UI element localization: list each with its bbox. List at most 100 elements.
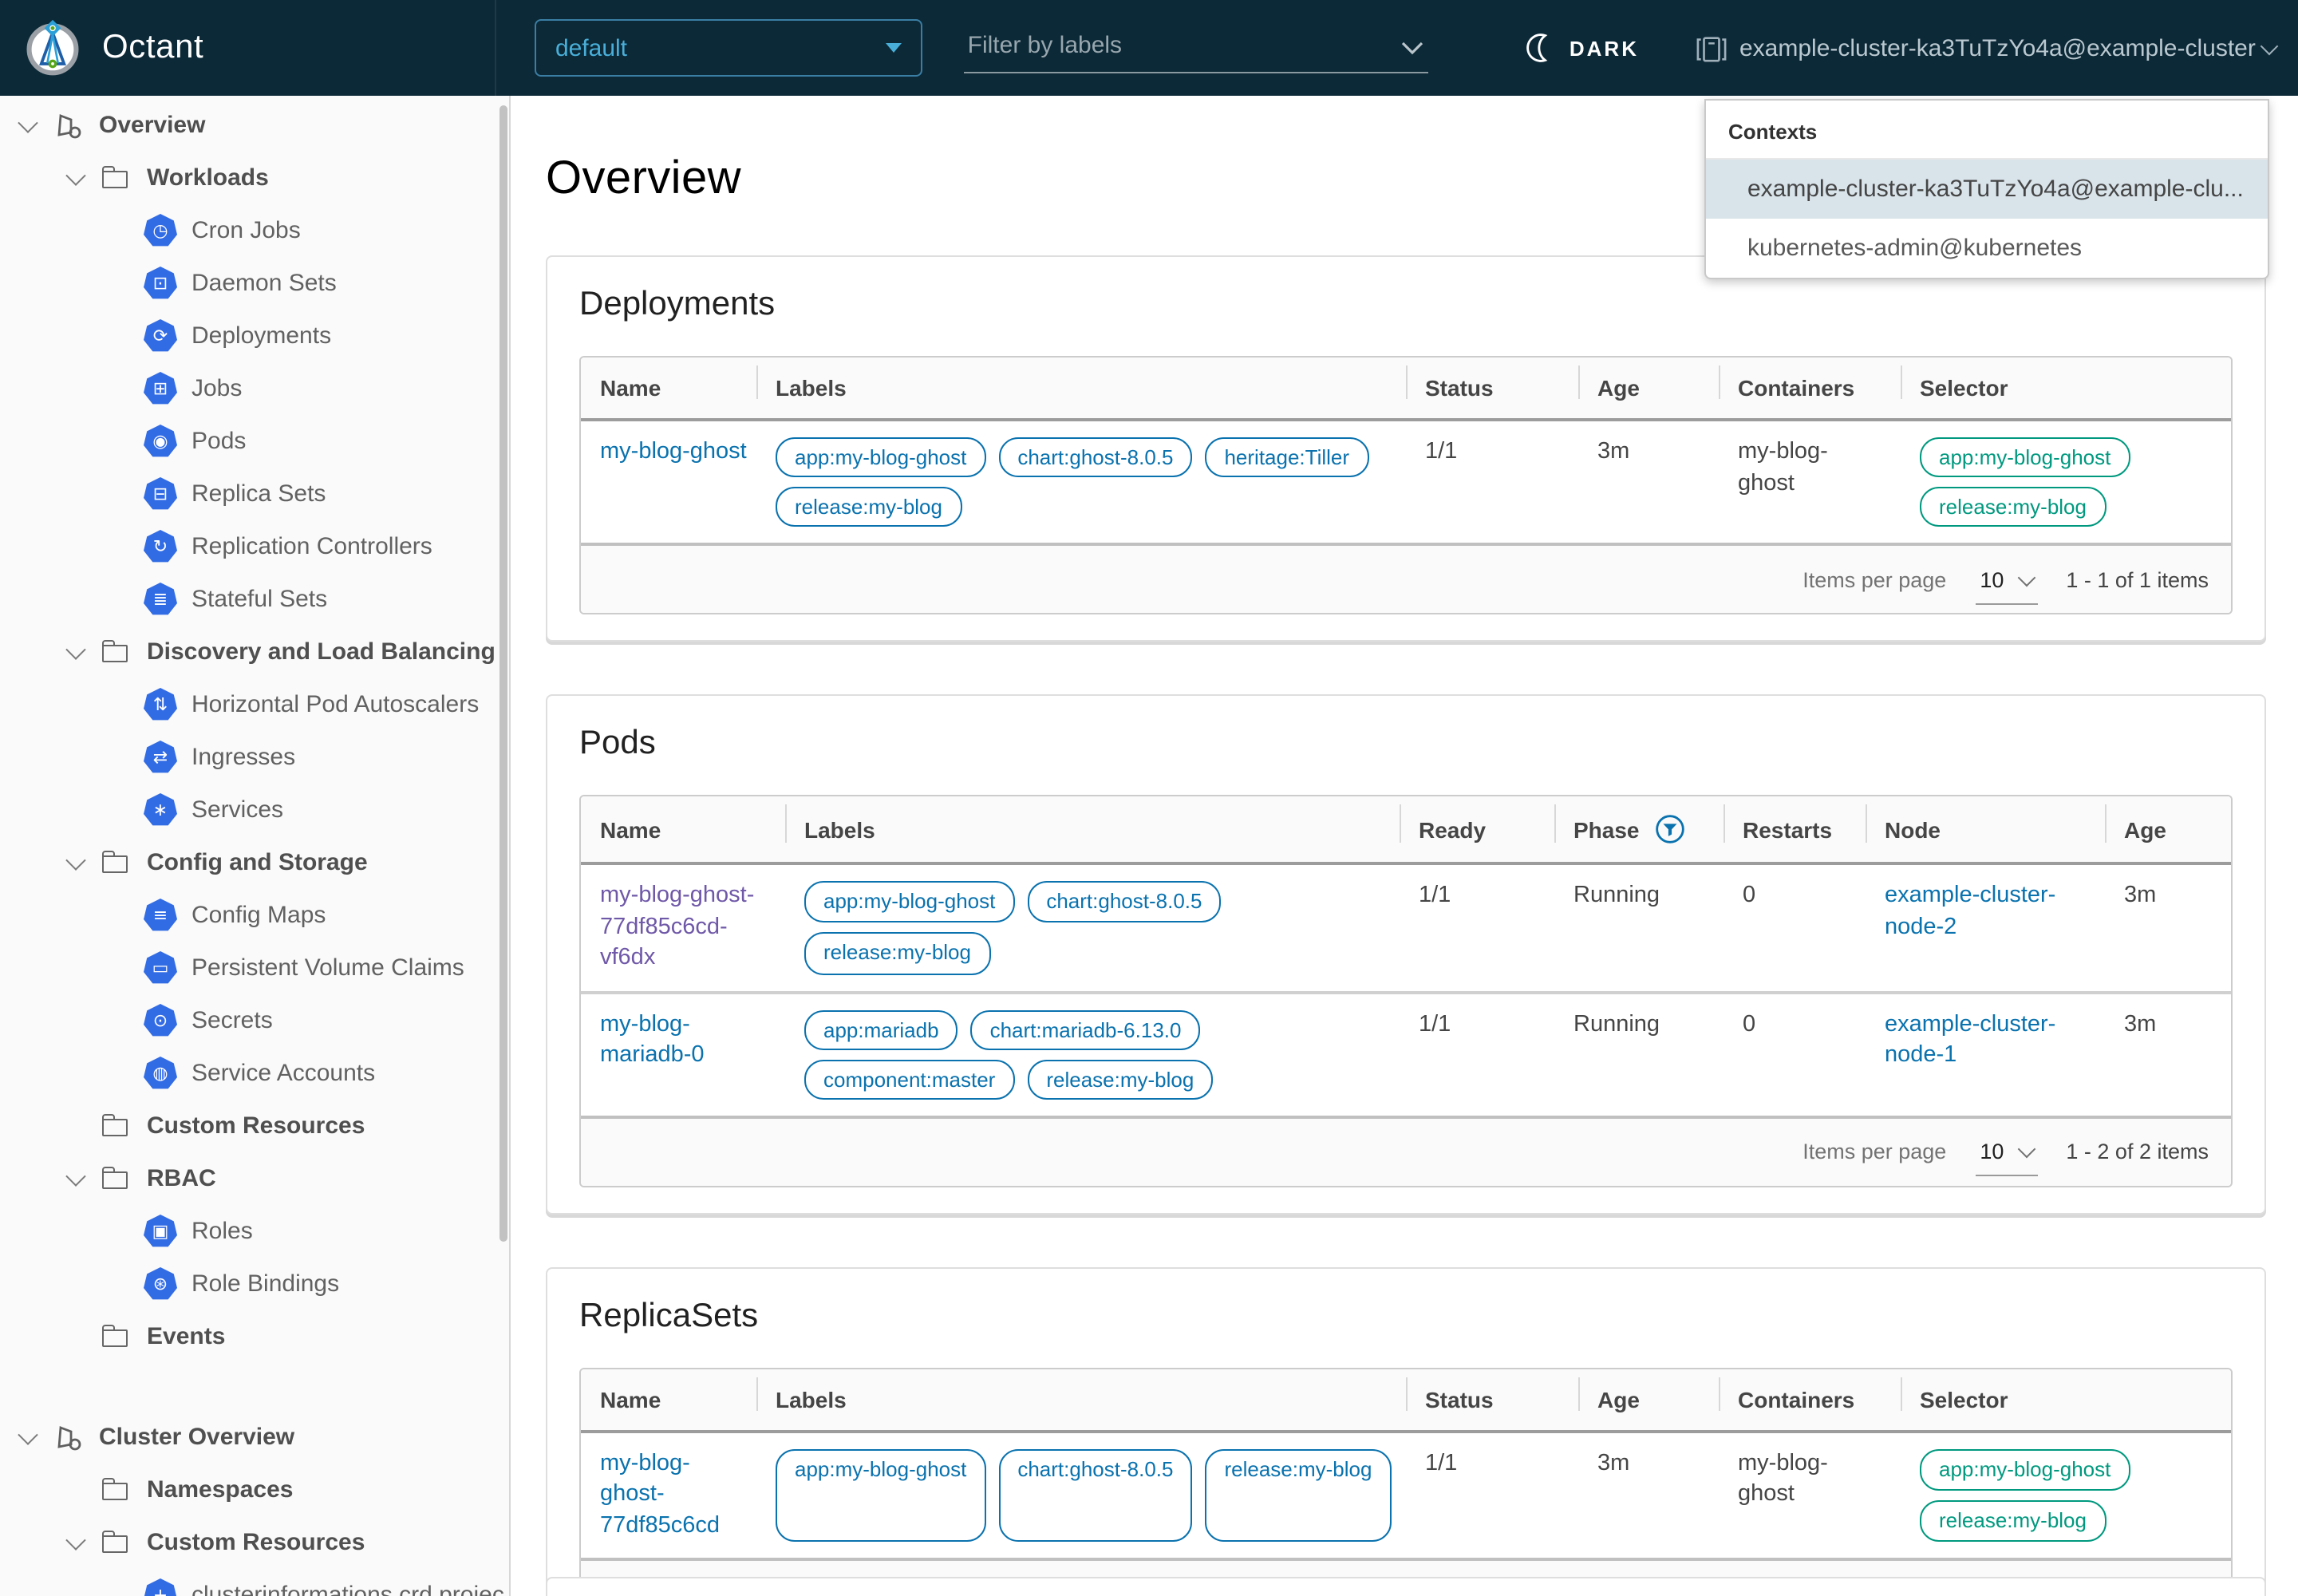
context-menu-item[interactable]: kubernetes-admin@kubernetes (1747, 235, 2083, 262)
chevron-down-icon[interactable] (16, 113, 38, 133)
node-link[interactable]: example-cluster-node-1 (1885, 1011, 2056, 1069)
cluster-overview-icon (54, 1423, 83, 1452)
column-header[interactable]: Restarts (1724, 796, 1866, 862)
sidebar-item-clusterinformations[interactable]: + clusterinformations.crd.projec (0, 1569, 509, 1596)
chevron-down-icon[interactable] (64, 1166, 86, 1187)
chevron-down-icon[interactable] (64, 850, 86, 871)
sidebar-item-secrets[interactable]: ⊙ Secrets (0, 994, 509, 1047)
namespace-select[interactable]: default (534, 19, 923, 77)
column-header[interactable]: Node (1866, 796, 2105, 862)
page-size-select[interactable]: 10 (1975, 1140, 2038, 1177)
sidebar-item-cron-jobs[interactable]: ◷ Cron Jobs (0, 204, 509, 257)
column-header[interactable]: Labels (756, 358, 1406, 418)
age-value: 3m (2124, 1011, 2157, 1037)
sidebar-item-custom-resources[interactable]: Custom Resources (0, 1100, 509, 1152)
sidebar-item-daemon-sets[interactable]: ⊡ Daemon Sets (0, 257, 509, 310)
filter-icon[interactable] (1656, 814, 1686, 844)
deployment-link[interactable]: my-blog-ghost (600, 439, 747, 464)
column-header[interactable]: Name (600, 375, 661, 401)
pod-link[interactable]: my-blog-mariadb-0 (600, 1011, 705, 1069)
column-header[interactable]: Selector (1901, 358, 2231, 418)
secrets-icon: ⊙ (144, 1004, 177, 1037)
column-header[interactable]: Age (1578, 1369, 1719, 1429)
sidebar-item-replication-controllers[interactable]: ↻ Replication Controllers (0, 520, 509, 573)
column-header[interactable]: Age (1578, 358, 1719, 418)
sidebar-item-roles[interactable]: ▣ Roles (0, 1205, 509, 1258)
sidebar-item-horizontal-pod-autoscalers[interactable]: ⇅ Horizontal Pod Autoscalers (0, 678, 509, 731)
ingresses-icon: ⇄ (144, 741, 177, 773)
page-size-select[interactable]: 10 (1975, 567, 2038, 604)
sidebar-item-label: Namespaces (147, 1476, 294, 1503)
label-pill: heritage:Tiller (1205, 437, 1369, 477)
column-header[interactable]: Ready (1400, 796, 1554, 862)
chevron-down-icon[interactable] (64, 1530, 86, 1551)
sidebar-item-persistent-volume-claims[interactable]: ▭ Persistent Volume Claims (0, 942, 509, 994)
overview-icon (54, 111, 83, 140)
column-header-label: Phase (1573, 816, 1640, 842)
sidebar-item-cluster-overview[interactable]: Cluster Overview (0, 1411, 509, 1464)
column-header[interactable]: Name (600, 1386, 661, 1412)
next-card-partial (546, 1577, 2266, 1596)
column-header[interactable]: Age (2105, 796, 2231, 862)
selector-pill: release:my-blog (1920, 1500, 2106, 1543)
sidebar-item-deployments[interactable]: ⟳ Deployments (0, 310, 509, 362)
sidebar-item-overview[interactable]: Overview (0, 99, 509, 152)
column-header[interactable]: Labels (756, 1369, 1406, 1429)
sidebar-item-cluster-custom-resources[interactable]: Custom Resources (0, 1516, 509, 1569)
folder-icon (101, 850, 128, 873)
sidebar-item-ingresses[interactable]: ⇄ Ingresses (0, 731, 509, 784)
column-header[interactable]: Containers (1719, 358, 1901, 418)
context-menu-item-selected[interactable]: example-cluster-ka3TuTzYo4a@example-clu.… (1706, 160, 2268, 219)
sidebar-item-services[interactable]: ∗ Services (0, 784, 509, 836)
replica-sets-icon: ⊟ (144, 477, 177, 510)
sidebar-item-events[interactable]: Events (0, 1310, 509, 1363)
sidebar-item-config-and-storage[interactable]: Config and Storage (0, 836, 509, 889)
column-header[interactable]: Status (1406, 1369, 1578, 1429)
chevron-down-icon[interactable] (1400, 35, 1426, 64)
column-header[interactable]: Name (600, 816, 661, 842)
role-bindings-icon: ⊛ (144, 1267, 177, 1300)
context-selector[interactable]: example-cluster-ka3TuTzYo4a@example-clus… (1696, 33, 2279, 63)
sidebar-item-replica-sets[interactable]: ⊟ Replica Sets (0, 468, 509, 520)
chevron-down-icon[interactable] (64, 639, 86, 660)
deployments-icon: ⟳ (144, 319, 177, 352)
sidebar-item-role-bindings[interactable]: ⊛ Role Bindings (0, 1258, 509, 1310)
column-header[interactable]: Selector (1901, 1369, 2231, 1429)
table-pagination: Items per page 10 1 - 1 of 1 items (581, 543, 2231, 613)
brand: Octant (0, 0, 496, 96)
chevron-down-icon (2260, 36, 2279, 55)
sidebar-item-namespaces[interactable]: Namespaces (0, 1464, 509, 1516)
pods-card: Pods Name Labels Ready Phase (546, 694, 2266, 1215)
status-value: 1/1 (1425, 1450, 1458, 1476)
sidebar-item-rbac[interactable]: RBAC (0, 1152, 509, 1205)
hpa-icon: ⇅ (144, 688, 177, 721)
column-header[interactable]: Containers (1719, 1369, 1901, 1429)
folder-icon (101, 1477, 128, 1500)
sidebar-item-pods[interactable]: ◉ Pods (0, 415, 509, 468)
sidebar-scrollbar[interactable] (499, 105, 507, 1242)
replicaset-link[interactable]: my-blog-ghost-77df85c6cd (600, 1450, 720, 1539)
sidebar-item-label: Discovery and Load Balancing (147, 638, 496, 666)
label-filter-input[interactable] (964, 22, 1429, 73)
contexts-menu: Contexts example-cluster-ka3TuTzYo4a@exa… (1704, 99, 2269, 279)
daemon-sets-icon: ⊡ (144, 267, 177, 299)
column-header-phase[interactable]: Phase (1554, 796, 1724, 862)
sidebar-item-jobs[interactable]: ⊞ Jobs (0, 362, 509, 415)
theme-toggle[interactable]: DARK (1525, 32, 1639, 64)
column-header[interactable]: Labels (785, 796, 1400, 862)
sidebar-item-workloads[interactable]: Workloads (0, 152, 509, 204)
node-link[interactable]: example-cluster-node-2 (1885, 883, 2056, 940)
chevron-down-icon[interactable] (64, 165, 86, 186)
pod-link[interactable]: my-blog-ghost-77df85c6cd-vf6dx (600, 883, 755, 971)
ready-value: 1/1 (1419, 883, 1451, 908)
sidebar-item-discovery-and-load-balancing[interactable]: Discovery and Load Balancing (0, 626, 509, 678)
sidebar-item-service-accounts[interactable]: ◍ Service Accounts (0, 1047, 509, 1100)
sidebar-item-label: Custom Resources (147, 1112, 365, 1140)
deployments-card: Deployments Name Labels Status Age Conta… (546, 255, 2266, 642)
sidebar-item-config-maps[interactable]: ≡ Config Maps (0, 889, 509, 942)
theme-toggle-label: DARK (1569, 36, 1639, 60)
chevron-down-icon[interactable] (16, 1424, 38, 1445)
sidebar-item-stateful-sets[interactable]: ≣ Stateful Sets (0, 573, 509, 626)
sidebar-item-label: Events (147, 1323, 226, 1350)
column-header[interactable]: Status (1406, 358, 1578, 418)
